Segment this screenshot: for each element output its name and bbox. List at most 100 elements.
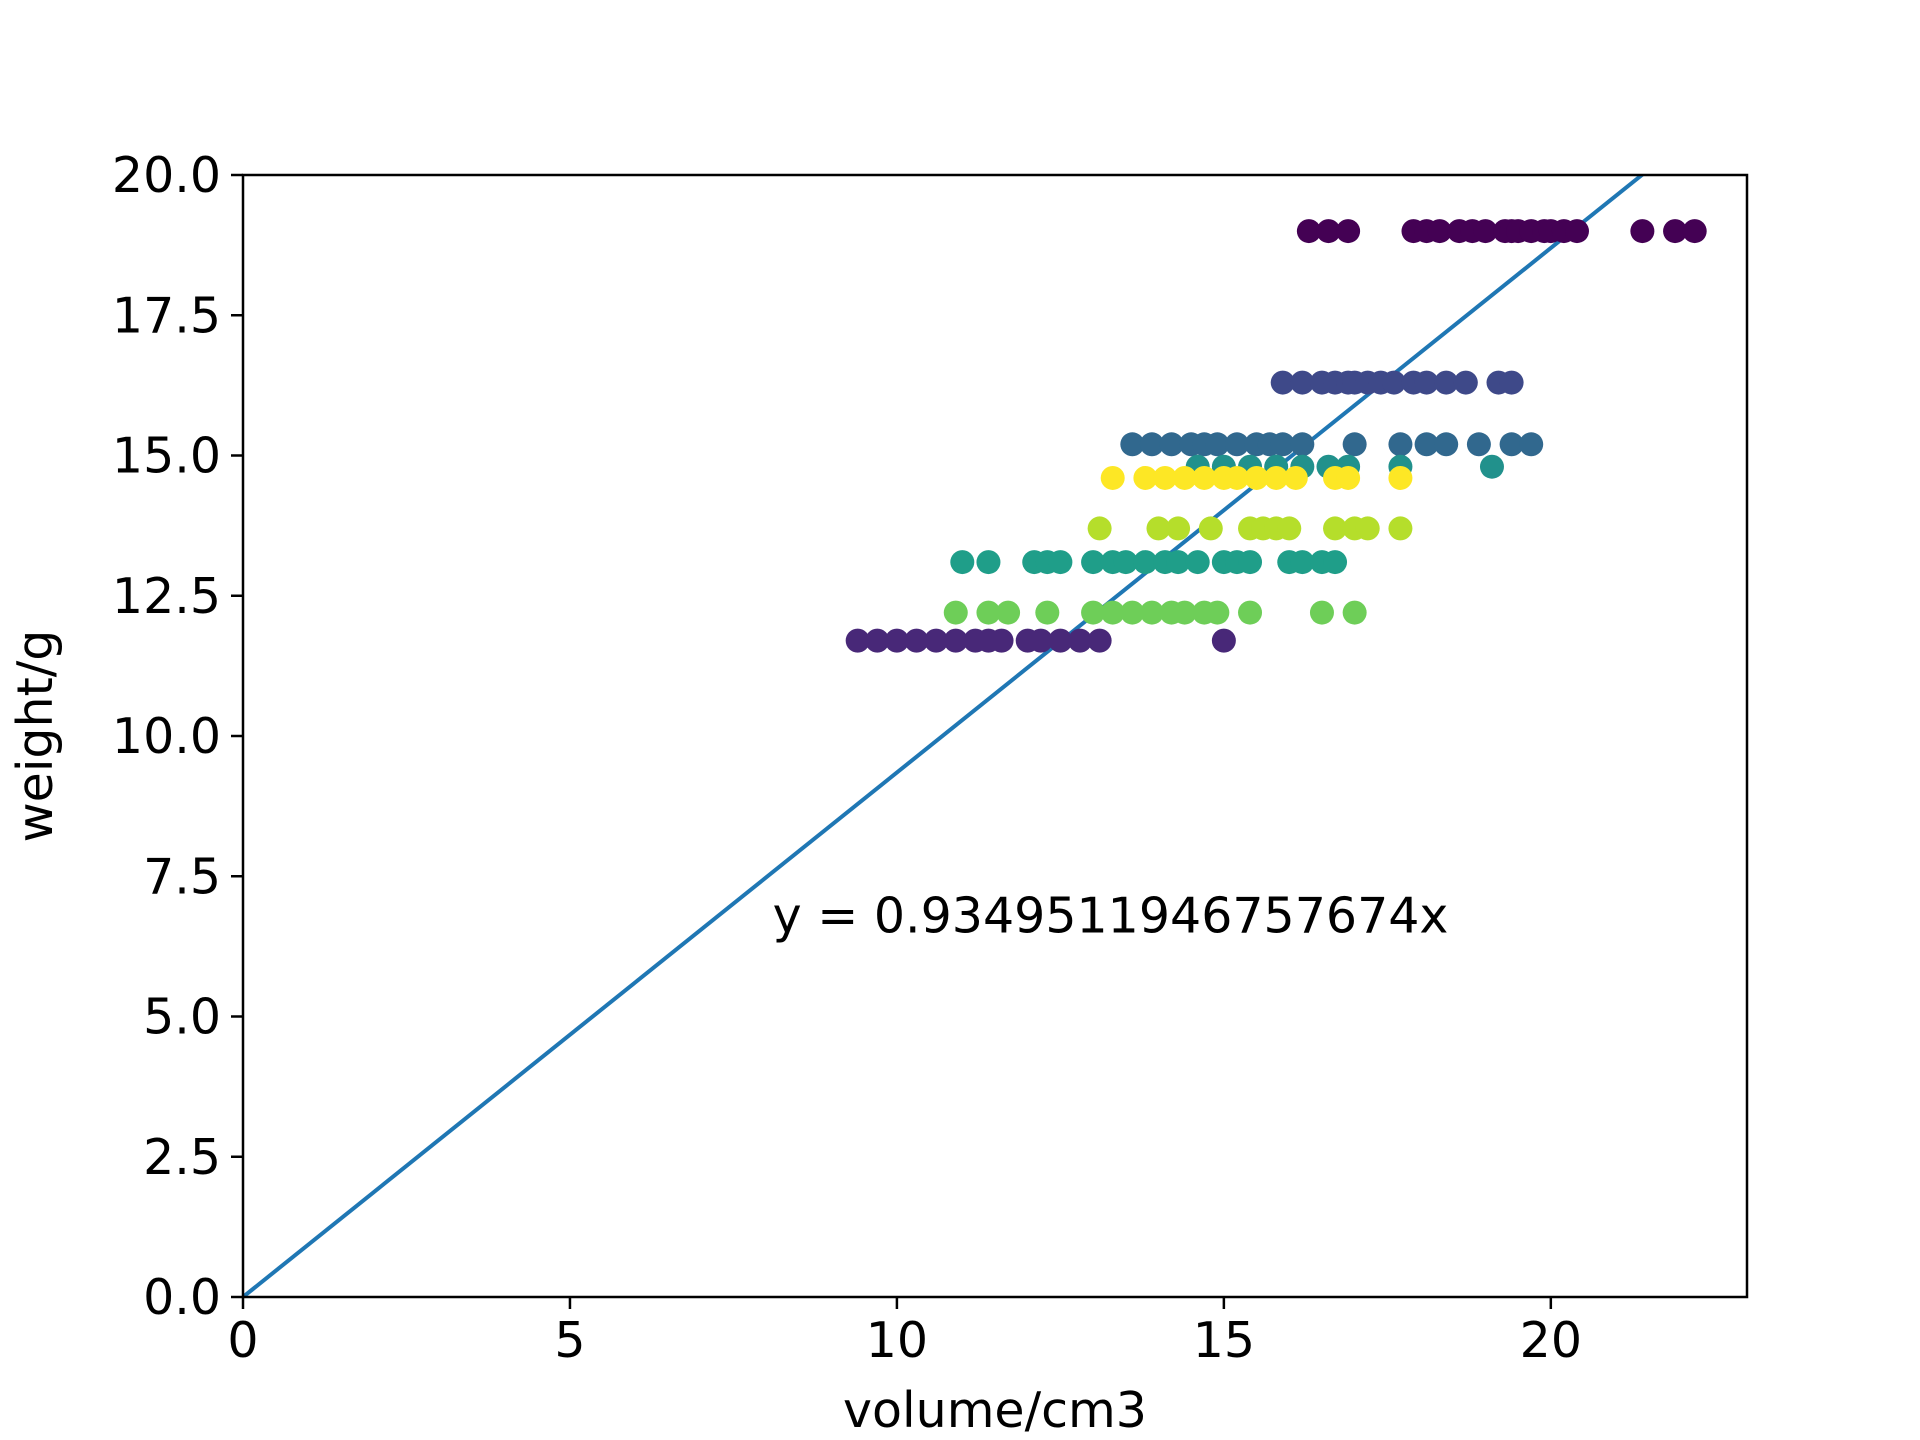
data-point: [943, 628, 968, 653]
data-point: [1296, 219, 1321, 244]
plot-frame: [241, 173, 1749, 1299]
data-point: [1205, 432, 1230, 457]
data-point: [1316, 219, 1341, 244]
data-point: [950, 550, 975, 575]
data-point: [1663, 219, 1688, 244]
data-point: [1198, 516, 1223, 541]
data-point: [1081, 600, 1106, 625]
data-point: [996, 600, 1021, 625]
y-tick-label: 15.0: [112, 428, 221, 485]
data-point: [1355, 516, 1380, 541]
data-point: [1323, 550, 1348, 575]
y-axis-title: weight/g: [7, 630, 64, 843]
data-point: [1087, 516, 1112, 541]
y-tick-label: 2.5: [143, 1129, 221, 1186]
data-point: [1159, 432, 1184, 457]
data-point: [1172, 465, 1197, 490]
data-point: [1172, 600, 1197, 625]
data-point: [1434, 432, 1459, 457]
data-point: [865, 628, 890, 653]
data-point: [1100, 600, 1125, 625]
data-point: [1120, 600, 1145, 625]
data-point: [1564, 219, 1589, 244]
data-point: [1166, 550, 1191, 575]
data-point: [1381, 370, 1406, 395]
data-point: [1388, 465, 1413, 490]
data-point: [1133, 465, 1158, 490]
fit-line-layer: [243, 175, 1646, 1297]
fit-equation-annotation: y = 0.9349511946757674x: [773, 887, 1449, 944]
data-point: [1081, 550, 1106, 575]
data-point: [1388, 432, 1413, 457]
x-tick-label: 20: [1520, 1312, 1582, 1369]
data-point: [1068, 628, 1093, 653]
data-point: [1499, 370, 1524, 395]
data-point: [1309, 600, 1334, 625]
data-point: [845, 628, 870, 653]
data-point: [1290, 432, 1315, 457]
data-point: [1113, 550, 1138, 575]
data-point: [989, 628, 1014, 653]
data-point: [1139, 600, 1164, 625]
data-point: [1264, 465, 1289, 490]
y-tick-label: 0.0: [143, 1269, 221, 1326]
y-tick-label: 20.0: [112, 147, 221, 204]
data-point: [1342, 432, 1367, 457]
data-point: [1336, 219, 1361, 244]
data-point: [1238, 600, 1263, 625]
x-axis-title: volume/cm3: [843, 1382, 1147, 1439]
data-point: [1336, 465, 1361, 490]
data-point: [1290, 550, 1315, 575]
data-point: [1414, 370, 1439, 395]
data-point: [1434, 370, 1459, 395]
data-point: [904, 628, 929, 653]
data-point: [1211, 628, 1236, 653]
data-point: [1499, 432, 1524, 457]
x-tick-label: 5: [554, 1312, 585, 1369]
data-point: [976, 550, 1001, 575]
data-point: [1028, 628, 1053, 653]
data-point: [1342, 600, 1367, 625]
data-point: [1153, 465, 1178, 490]
ticks-layer: 0 5 10 15 20 0.0 2.5 5.0 7.5 10.0 12.5 15.0 17.5 20.0: [112, 147, 1582, 1369]
x-tick-label: 0: [227, 1312, 258, 1369]
data-point: [1139, 432, 1164, 457]
y-tick-label: 5.0: [143, 989, 221, 1046]
x-tick-label: 15: [1193, 1312, 1255, 1369]
y-tick-label: 10.0: [112, 708, 221, 765]
data-point: [1244, 465, 1269, 490]
data-point: [1120, 432, 1145, 457]
data-point: [1192, 465, 1217, 490]
data-point: [884, 628, 909, 653]
data-point: [1414, 432, 1439, 457]
data-point: [1427, 219, 1452, 244]
y-tick-label: 12.5: [112, 568, 221, 625]
y-tick-label: 17.5: [112, 287, 221, 344]
data-point: [1087, 628, 1112, 653]
data-point: [943, 600, 968, 625]
data-point: [1466, 432, 1491, 457]
points-layer: [845, 219, 1707, 653]
data-point: [1473, 219, 1498, 244]
data-point: [1479, 454, 1504, 479]
data-point: [1035, 600, 1060, 625]
data-point: [1277, 516, 1302, 541]
data-point: [1238, 550, 1263, 575]
data-point: [1270, 370, 1295, 395]
data-point: [1290, 370, 1315, 395]
data-point: [1048, 628, 1073, 653]
data-point: [976, 600, 1001, 625]
data-point: [1519, 432, 1544, 457]
data-point: [1048, 550, 1073, 575]
fit-line: [243, 175, 1646, 1297]
data-point: [1205, 600, 1230, 625]
data-point: [1283, 465, 1308, 490]
data-point: [1133, 550, 1158, 575]
data-point: [1388, 516, 1413, 541]
data-point: [1323, 516, 1348, 541]
data-point: [1224, 465, 1249, 490]
data-point: [1166, 516, 1191, 541]
data-point: [924, 628, 949, 653]
